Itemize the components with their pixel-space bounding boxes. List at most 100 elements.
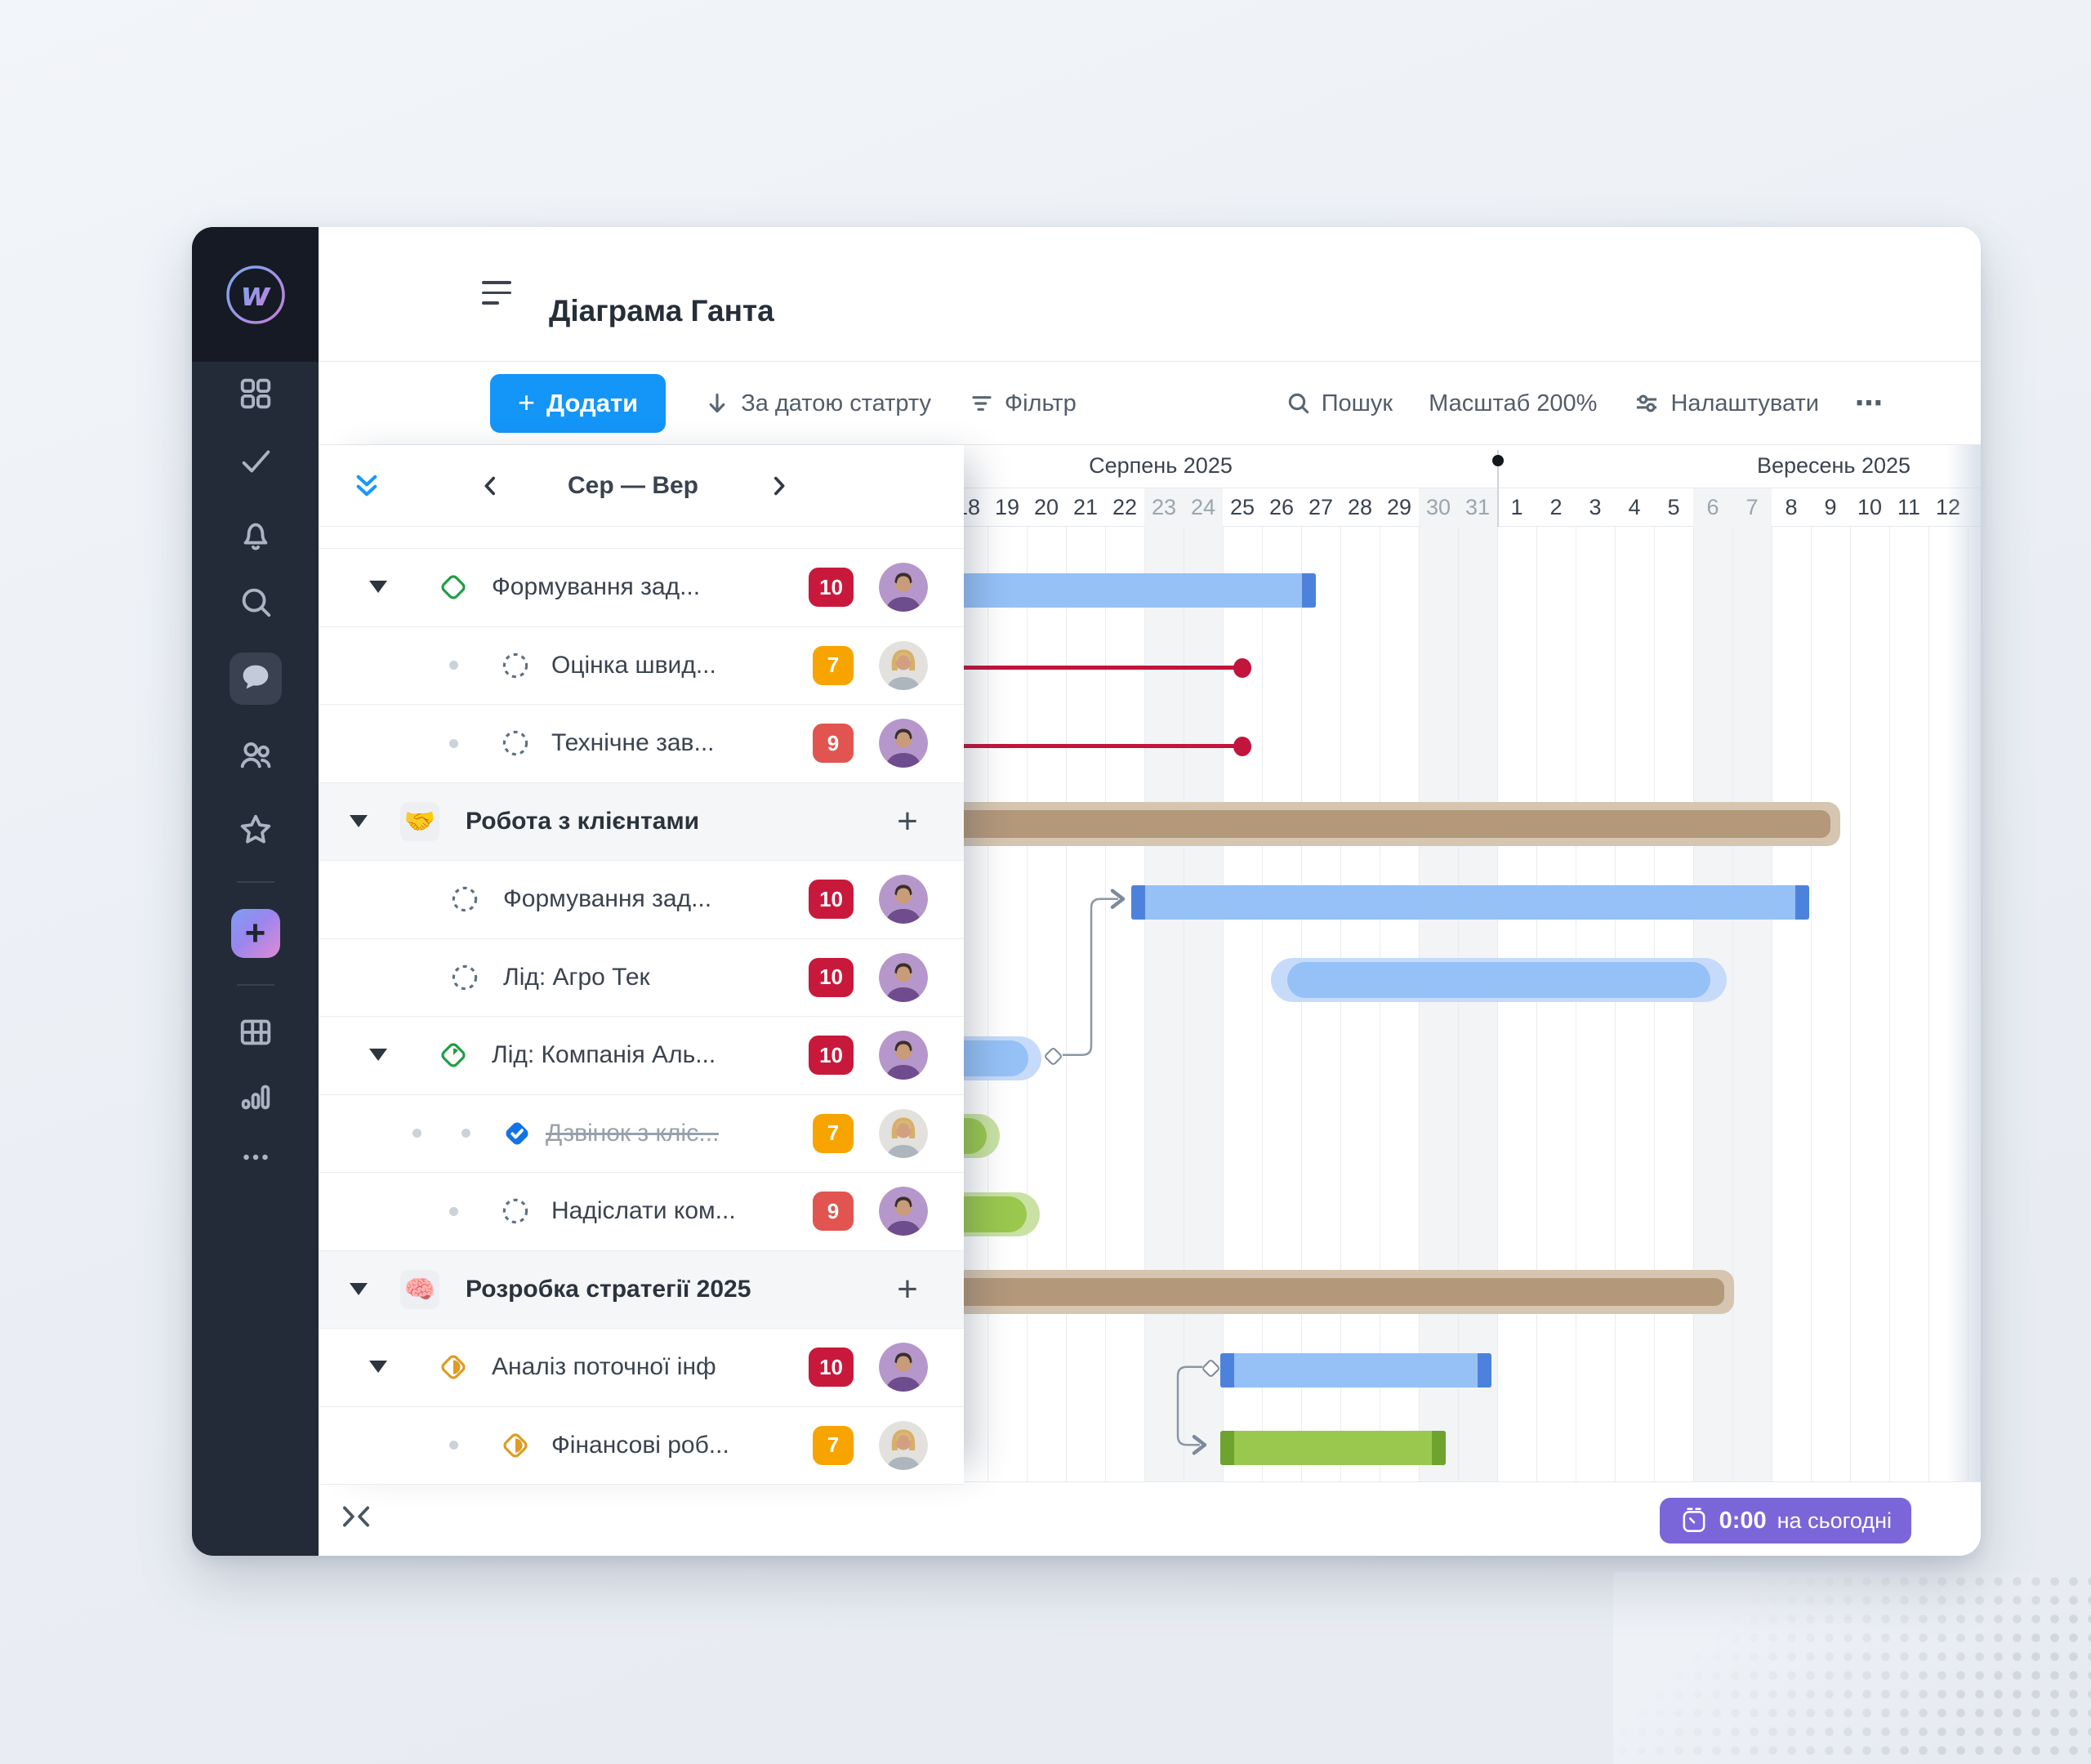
search-label: Пошук: [1321, 390, 1393, 416]
collapse-panel-icon[interactable]: [340, 1503, 372, 1530]
assignee-avatar[interactable]: [879, 1420, 928, 1470]
assignee-avatar[interactable]: [879, 1031, 928, 1080]
settings-button[interactable]: Налаштувати: [1633, 390, 1819, 417]
sidebar-item-apps[interactable]: [230, 369, 282, 421]
assignee-avatar[interactable]: [879, 640, 928, 690]
task-row[interactable]: Дзвінок з кліє... 7: [319, 1094, 964, 1173]
dashed-circle-icon[interactable]: [449, 962, 480, 993]
assignee-avatar[interactable]: [879, 563, 928, 612]
sidebar-item-star[interactable]: [230, 805, 282, 858]
task-name: Формування зад...: [492, 573, 701, 601]
gantt-deadline-line-row2[interactable]: [964, 666, 1236, 670]
menu-icon[interactable]: [482, 281, 511, 309]
expand-all-icon[interactable]: [351, 470, 382, 501]
day-cell: 30: [1419, 488, 1458, 527]
task-row[interactable]: Формування зад... 10: [319, 549, 964, 627]
gantt-task-bar-row11[interactable]: [1220, 1352, 1491, 1388]
gantt-task-bar-row5[interactable]: [1131, 884, 1809, 920]
dashed-circle-icon[interactable]: [500, 650, 531, 681]
bar-start-cap[interactable]: [1220, 1352, 1234, 1388]
collapse-caret-icon[interactable]: [350, 814, 368, 827]
gantt-task-pill-row9[interactable]: [964, 1196, 1027, 1232]
star-icon: [237, 811, 274, 853]
more-actions-button[interactable]: ⋯: [1855, 388, 1884, 419]
sidebar-item-notifications-bell[interactable]: [230, 510, 282, 563]
sort-button[interactable]: За датою статрту: [703, 390, 931, 417]
sidebar-item-tasks-check[interactable]: [230, 436, 282, 488]
dashed-circle-icon[interactable]: [449, 884, 480, 915]
day-cell: 21: [1072, 495, 1099, 519]
assignee-avatar[interactable]: [879, 875, 928, 924]
diamond-progress-green-icon[interactable]: [438, 1040, 469, 1071]
task-row[interactable]: Лід: Компанія Аль... 10: [319, 1017, 964, 1095]
zoom-level-button[interactable]: Масштаб 200%: [1429, 390, 1597, 417]
bar-start-cap[interactable]: [1131, 884, 1145, 920]
diamond-open-green-icon[interactable]: [438, 572, 469, 603]
filter-button[interactable]: Фільтр: [969, 390, 1077, 417]
task-row[interactable]: Формування зад... 10: [319, 861, 964, 939]
add-task-to-project-button[interactable]: +: [897, 800, 918, 841]
project-group-row[interactable]: 🤝 Робота з клієнтами +: [319, 782, 964, 861]
day-gridline: [1732, 527, 1733, 1481]
search-button[interactable]: Пошук: [1286, 390, 1393, 417]
sidebar-item-more[interactable]: [230, 1133, 282, 1185]
bar-end-cap[interactable]: [1795, 884, 1809, 920]
assignee-avatar[interactable]: [879, 952, 928, 1002]
gantt-project-bar-row10[interactable]: [964, 1278, 1724, 1307]
collapse-caret-icon[interactable]: [350, 1282, 368, 1295]
month-label: Вересень 2025: [1756, 453, 1911, 478]
assignee-avatar[interactable]: [879, 719, 928, 768]
toolbar: + Додати За датою статрту Фільтр Пошук М…: [319, 362, 1981, 445]
dashed-circle-icon[interactable]: [500, 728, 531, 759]
gantt-deadline-line-row3[interactable]: [964, 743, 1236, 748]
add-task-to-project-button[interactable]: +: [897, 1268, 918, 1309]
dependency-diamond-node[interactable]: [1043, 1046, 1063, 1067]
gantt-task-bar-row12[interactable]: [1220, 1431, 1446, 1466]
day-gridline: [1144, 527, 1145, 1481]
subtask-dot: [449, 1441, 458, 1450]
dependency-arrow-icon: [1110, 889, 1126, 909]
gantt-task-bar-row1[interactable]: [964, 572, 1316, 608]
gantt-task-pill-row6[interactable]: [1287, 962, 1710, 999]
task-row[interactable]: Надіслати ком... 9: [319, 1173, 964, 1251]
day-gridline: [1027, 527, 1028, 1481]
task-row[interactable]: Технічне зав... 9: [319, 705, 964, 783]
assignee-avatar[interactable]: [879, 1187, 928, 1236]
diamond-progress-amber-icon[interactable]: [500, 1430, 531, 1461]
dashed-circle-icon[interactable]: [500, 1196, 531, 1227]
bar-end-cap[interactable]: [1432, 1431, 1446, 1466]
gantt-project-bar-row4[interactable]: [964, 810, 1830, 839]
diamond-progress-amber-icon[interactable]: [438, 1352, 469, 1383]
sidebar-add-button[interactable]: +: [230, 909, 280, 958]
time-today-label: на сьогодні: [1777, 1508, 1892, 1533]
bar-end-cap[interactable]: [1478, 1352, 1491, 1388]
sidebar-item-search[interactable]: [230, 577, 282, 630]
app-logo[interactable]: w: [224, 263, 288, 327]
priority-badge: 10: [809, 568, 854, 608]
sidebar-logo-area: [192, 227, 319, 362]
bar-start-cap[interactable]: [1220, 1431, 1234, 1466]
project-group-row[interactable]: 🧠 Розробка стратегії 2025 +: [319, 1250, 964, 1329]
assignee-avatar[interactable]: [879, 1108, 928, 1158]
collapse-caret-icon[interactable]: [369, 581, 387, 594]
task-row[interactable]: Лід: Агро Тек 10: [319, 938, 964, 1017]
add-task-button[interactable]: + Додати: [490, 374, 667, 433]
day-cell: 31: [1458, 488, 1497, 527]
task-row[interactable]: Аналіз поточної інф 10: [319, 1329, 964, 1407]
assignee-avatar[interactable]: [879, 1343, 928, 1392]
sidebar-item-bar-chart[interactable]: [230, 1071, 282, 1124]
task-row[interactable]: Фінансові роб... 7: [319, 1406, 964, 1485]
zoom-level-label: Масштаб 200%: [1429, 390, 1598, 416]
prev-period-icon[interactable]: [479, 474, 503, 498]
collapse-caret-icon[interactable]: [369, 1361, 387, 1374]
collapse-caret-icon[interactable]: [369, 1049, 387, 1062]
bar-end-cap[interactable]: [1302, 572, 1316, 608]
next-period-icon[interactable]: [766, 474, 791, 498]
sidebar-item-table[interactable]: [230, 1008, 282, 1060]
gantt-task-pill-row7[interactable]: [964, 1040, 1028, 1076]
task-row[interactable]: Оцінка швид... 7: [319, 626, 964, 705]
time-today-badge[interactable]: 0:00 на сьогодні: [1659, 1498, 1911, 1544]
check-diamond-blue-icon[interactable]: [502, 1118, 533, 1149]
sidebar-item-chat[interactable]: [229, 653, 282, 705]
sidebar-item-people[interactable]: [230, 730, 282, 782]
